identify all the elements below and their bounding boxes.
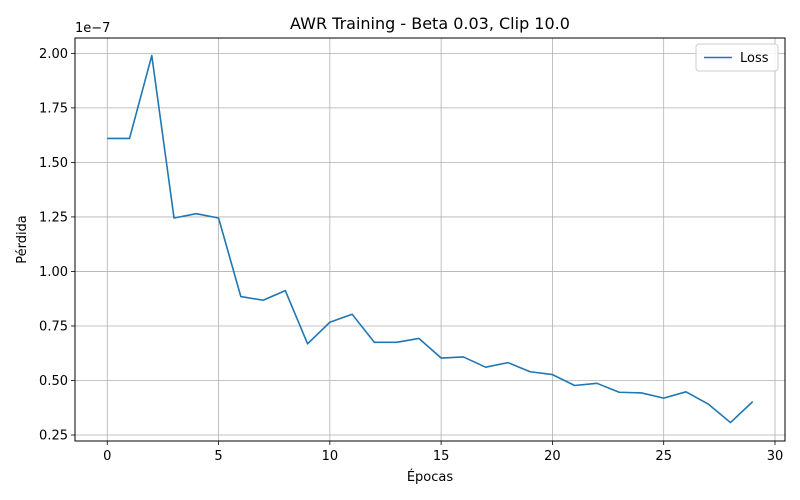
- legend-label: Loss: [740, 51, 769, 66]
- x-tick-label: 0: [103, 449, 111, 464]
- x-axis-label: Épocas: [407, 469, 454, 485]
- axes-frame: [74, 37, 786, 442]
- legend-box: [695, 43, 779, 72]
- ticks-layer: 0 5 10 15 20 25 30 0.25 0.50 0.75 1.00 1.25 1.50 1.75…: [39, 47, 783, 464]
- y-tick-label: 0.75: [39, 319, 68, 334]
- x-tick-label: 30: [767, 449, 784, 464]
- series-layer: [107, 54, 754, 424]
- y-tick-label: 1.75: [39, 101, 68, 116]
- y-tick-label: 1.00: [39, 265, 68, 280]
- x-tick-label: 25: [655, 449, 672, 464]
- legend: Loss: [695, 43, 779, 72]
- grid-layer: [75, 38, 785, 441]
- y-axis-offset-label: 1e−7: [75, 21, 110, 36]
- y-tick-label: 2.00: [39, 47, 68, 62]
- series-line-loss: [107, 54, 754, 424]
- x-tick-label: 15: [433, 449, 450, 464]
- x-tick-label: 10: [322, 449, 339, 464]
- y-tick-label: 1.50: [39, 156, 68, 171]
- chart-title: AWR Training - Beta 0.03, Clip 10.0: [290, 14, 570, 33]
- y-tick-label: 1.25: [39, 210, 68, 225]
- y-axis-label: Pérdida: [15, 215, 30, 264]
- y-tick-label: 0.50: [39, 374, 68, 389]
- y-tick-label: 0.25: [39, 429, 68, 444]
- x-tick-label: 5: [214, 449, 222, 464]
- x-tick-label: 20: [544, 449, 561, 464]
